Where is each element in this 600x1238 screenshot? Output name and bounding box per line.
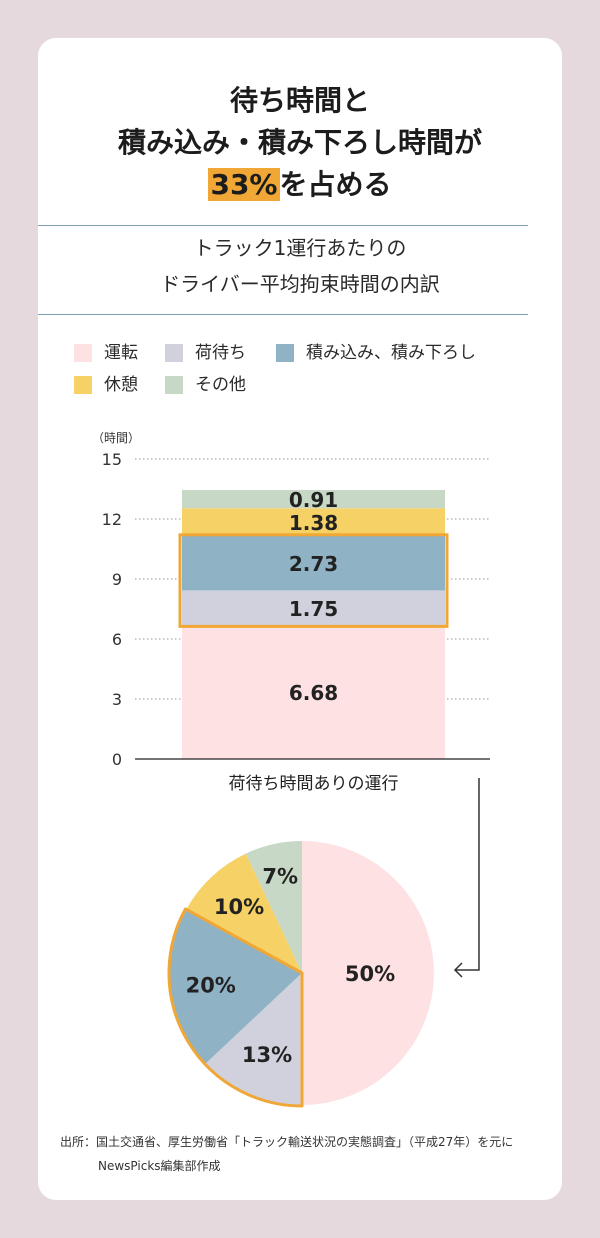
y-tick-label-15: 15	[102, 450, 122, 469]
y-tick-label-6: 6	[112, 630, 122, 649]
source-line-1: 出所：国土交通省、厚生労働省「トラック輸送状況の実態調査」（平成27年）を元に	[60, 1135, 514, 1149]
connector-arrow-line	[455, 778, 480, 971]
subtitle-line-2: ドライバー平均拘束時間の内訳	[160, 272, 440, 296]
title-line-3: 33%を占める	[38, 164, 562, 206]
title-line-3-rest: を占める	[279, 168, 392, 201]
source-note: 出所：国土交通省、厚生労働省「トラック輸送状況の実態調査」（平成27年）を元に …	[60, 1130, 513, 1178]
pie-label-waiting: 13%	[242, 1043, 292, 1067]
source-line-2: NewsPicks編集部作成	[98, 1159, 221, 1173]
legend-label-loading: 積み込み、積み下ろし	[306, 343, 476, 363]
title-highlight: 33%	[208, 168, 280, 201]
bar-segment-waiting	[182, 590, 445, 626]
legend-item-waiting: 荷待ち	[165, 343, 246, 363]
bar-highlight-frame	[178, 533, 449, 628]
pie-highlight-frame	[167, 907, 304, 1108]
legend-item-loading: 積み込み、積み下ろし	[276, 343, 476, 363]
bar-value-label-driving: 6.68	[289, 681, 338, 705]
pie-label-loading: 20%	[186, 974, 236, 998]
y-tick-label-9: 9	[112, 570, 122, 589]
title-line-2: 積み込み・積み下ろし時間が	[117, 126, 482, 159]
bar-value-label-rest: 1.38	[289, 511, 338, 535]
pie-label-other: 7%	[262, 864, 298, 888]
bar-segment-driving	[182, 625, 445, 759]
x-category-label: 荷待ち時間ありの運行	[229, 774, 399, 794]
legend-label-rest: 休憩	[104, 375, 138, 395]
legend-item-rest: 休憩	[74, 375, 138, 395]
y-axis-label: （時間）	[92, 431, 140, 445]
bar-value-label-other: 0.91	[289, 488, 338, 512]
legend-swatch-other	[165, 376, 183, 394]
legend-swatch-rest	[74, 376, 92, 394]
legend-item-driving: 運転	[74, 343, 138, 363]
page-title: 待ち時間と 積み込み・積み下ろし時間が 33%を占める	[38, 80, 562, 206]
legend-swatch-loading	[276, 344, 294, 362]
y-tick-label-3: 3	[112, 690, 122, 709]
legend-swatch-waiting	[165, 344, 183, 362]
title-line-1: 待ち時間と	[229, 84, 370, 117]
pie-label-rest: 10%	[214, 895, 264, 919]
connector-arrowhead	[453, 962, 463, 978]
legend-swatch-driving	[74, 344, 92, 362]
bar-segment-other	[182, 490, 445, 509]
pie-slice-waiting	[205, 973, 302, 1105]
pie-slice-driving	[302, 841, 434, 1105]
y-tick-label-12: 12	[102, 510, 122, 529]
divider-bottom	[38, 314, 528, 315]
bar-segment-rest	[182, 508, 445, 536]
bar-value-label-loading: 2.73	[289, 552, 338, 576]
y-tick-label-0: 0	[112, 750, 122, 769]
bar-segment-loading	[182, 535, 445, 591]
pie-label-driving: 50%	[345, 962, 395, 986]
legend-item-other: その他	[165, 375, 246, 395]
divider-top	[38, 225, 528, 226]
pie-slice-rest	[186, 853, 302, 973]
subtitle-line-1: トラック1運行あたりの	[193, 236, 407, 260]
bar-value-label-waiting: 1.75	[289, 597, 338, 621]
legend-label-other: その他	[195, 375, 246, 395]
legend-label-driving: 運転	[104, 343, 138, 363]
pie-slice-other	[245, 841, 302, 973]
legend-label-waiting: 荷待ち	[195, 343, 246, 363]
pie-slice-loading	[170, 909, 302, 1064]
chart-subtitle: トラック1運行あたりの ドライバー平均拘束時間の内訳	[0, 230, 600, 302]
